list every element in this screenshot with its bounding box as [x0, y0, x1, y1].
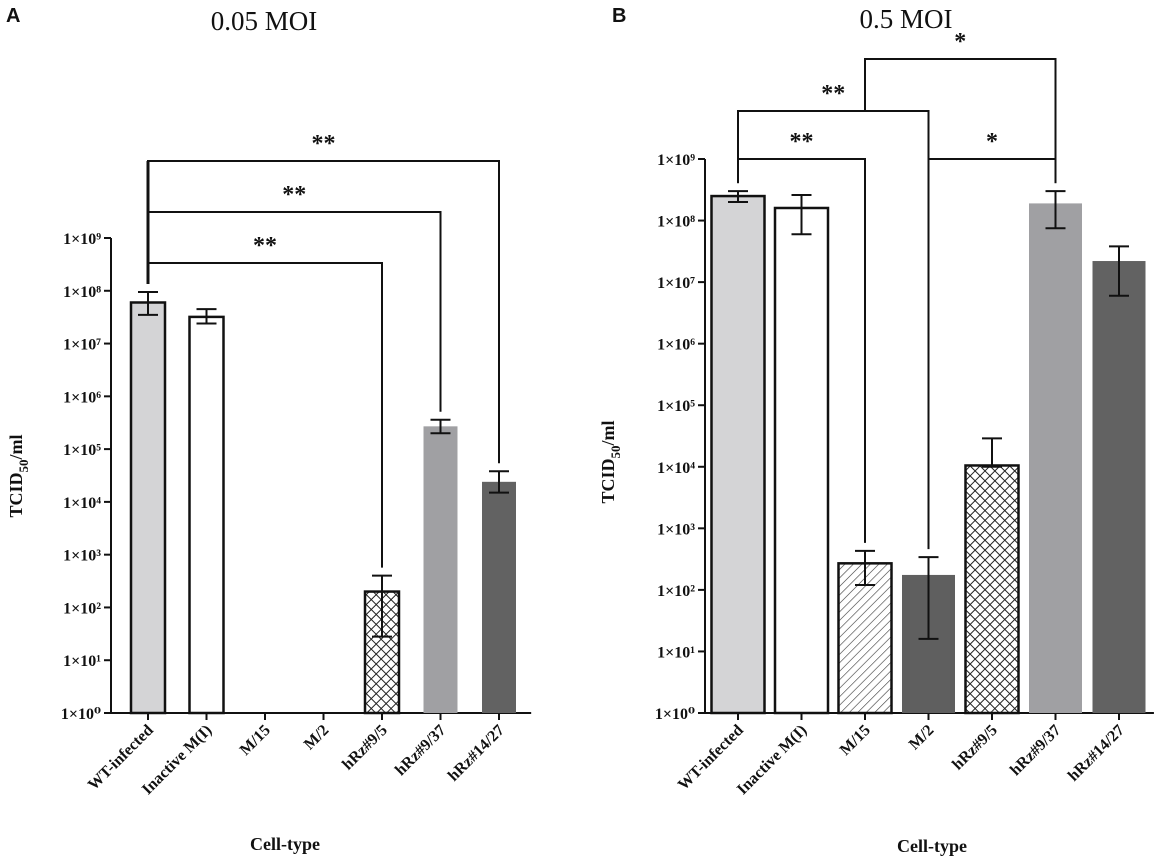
category-label: hRz#9/5 — [949, 722, 1001, 774]
significance-label: ** — [821, 81, 845, 107]
y-tick-label: 1×10⁶ — [657, 337, 695, 354]
bar — [1092, 261, 1146, 713]
panel-a-ylabel: TCID50/ml — [6, 434, 31, 517]
category-label: hRz#9/5 — [339, 722, 391, 774]
bar — [188, 315, 225, 715]
category-label: M/15 — [237, 722, 274, 759]
category-label: M/15 — [837, 722, 874, 759]
bar — [837, 562, 893, 715]
bar — [1029, 203, 1082, 713]
panel-a-title: 0.05 MOI — [211, 6, 318, 36]
panel-b-ylabel: TCID50/ml — [598, 420, 623, 503]
significance-bracket — [864, 58, 1057, 184]
significance-label: ** — [790, 129, 814, 155]
y-tick-label: 1×10⁵ — [63, 442, 101, 459]
y-tick-label: 1×10⁹ — [63, 231, 101, 248]
y-tick-label: 1×10³ — [657, 521, 695, 538]
y-tick-label: 1×10⁷ — [63, 337, 101, 354]
y-tick-label: 1×10² — [657, 583, 695, 600]
category-label: hRz#9/37 — [392, 722, 449, 779]
panel-a-xlabel: Cell-type — [250, 834, 320, 854]
bar — [482, 481, 516, 713]
y-tick-label: 1×10⁰ — [61, 706, 101, 723]
bar — [710, 194, 766, 715]
y-tick-label: 1×10⁹ — [657, 152, 695, 169]
y-tick-label: 1×10¹ — [657, 644, 695, 661]
panel-b-title: 0.5 MOI — [860, 4, 953, 34]
y-tick-label: 1×10⁸ — [63, 284, 101, 301]
significance-bracket — [927, 111, 1057, 184]
y-tick-label: 1×10² — [63, 600, 101, 617]
bar — [129, 301, 167, 715]
y-tick-label: 1×10³ — [63, 548, 101, 565]
significance-label: ** — [312, 131, 336, 157]
significance-label: * — [986, 129, 998, 155]
significance-bracket — [147, 262, 383, 568]
panel-b-xlabel: Cell-type — [897, 836, 967, 856]
y-tick-label: 1×10⁴ — [657, 460, 695, 477]
y-tick-label: 1×10¹ — [63, 653, 101, 670]
category-label: hRz#14/27 — [1065, 722, 1128, 785]
panel-a-plot: 1×10⁰ 1×10¹ 1×10² 1×10³ 1×10⁴ 1×10⁵ 1×10⁶ 1×10⁷… — [61, 131, 532, 798]
y-tick-label: 1×10⁷ — [657, 275, 695, 292]
significance-bracket — [737, 110, 930, 550]
y-tick-label: 1×10⁵ — [657, 398, 695, 415]
y-tick-label: 1×10⁸ — [657, 214, 695, 231]
panel-b-letter: B — [612, 5, 626, 27]
bar — [423, 426, 458, 713]
panel-b-plot: 1×10⁰ 1×10¹ 1×10² 1×10³ 1×10⁴ 1×10⁵ 1×10⁶ 1×10⁷… — [655, 29, 1154, 798]
y-tick-label: 1×10⁰ — [655, 706, 695, 723]
bar — [964, 464, 1020, 715]
panel-a-letter: A — [6, 5, 20, 27]
significance-label: * — [954, 29, 966, 55]
significance-label: ** — [282, 182, 306, 208]
bar — [773, 206, 830, 715]
y-tick-label: 1×10⁶ — [63, 389, 101, 406]
significance-label: ** — [253, 233, 277, 259]
category-label: hRz#9/37 — [1007, 722, 1064, 779]
category-label: M/2 — [301, 722, 332, 753]
category-label: hRz#14/27 — [445, 722, 508, 785]
y-tick-label: 1×10⁴ — [63, 495, 101, 512]
significance-bracket — [737, 158, 866, 543]
category-label: M/2 — [906, 722, 937, 753]
